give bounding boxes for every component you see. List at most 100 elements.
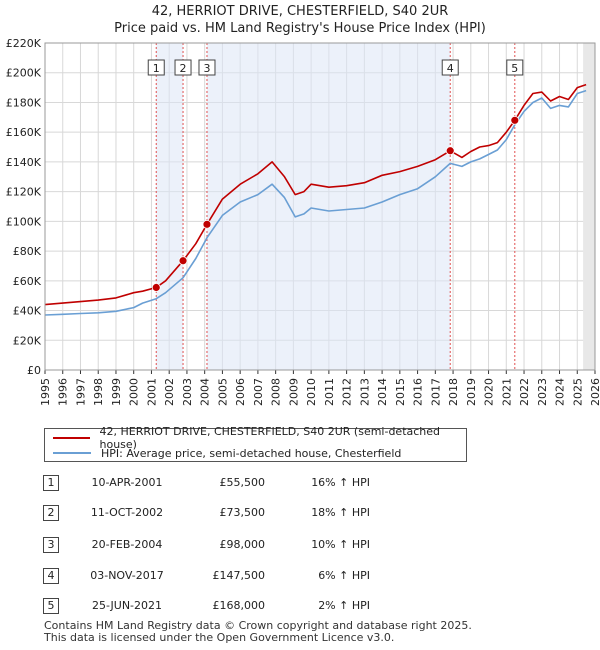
- transaction-hpi-diff: 2% ↑ HPI: [318, 599, 370, 612]
- legend-label-hpi: HPI: Average price, semi-detached house,…: [101, 446, 402, 460]
- price-chart: 1 2 3 4 5 £0 £20K £40K £60K £80K £100K £120K £140K £…: [6, 37, 600, 406]
- transaction-hpi-diff: 10% ↑ HPI: [311, 538, 370, 551]
- x-tick-label: 1996: [57, 378, 70, 406]
- legend-label-property: 42, HERRIOT DRIVE, CHESTERFIELD, S40 2UR…: [99, 425, 441, 451]
- x-tick-label: 2004: [199, 378, 212, 406]
- sale-number-label: 2: [180, 62, 187, 75]
- x-tick-label: 2005: [216, 378, 229, 406]
- y-tick-label: £180K: [6, 96, 42, 109]
- x-tick-label: 1999: [110, 378, 123, 406]
- x-tick-label: 2007: [252, 378, 265, 406]
- x-tick-label: 1997: [74, 378, 87, 406]
- transaction-number: 1: [43, 475, 59, 491]
- y-tick-label: £200K: [6, 67, 42, 80]
- transaction-date: 25-JUN-2021: [91, 599, 163, 612]
- sale-period-shade: [206, 43, 451, 370]
- y-tick-label: £100K: [6, 215, 42, 228]
- transaction-number: 3: [43, 537, 59, 553]
- x-tick-label: 2024: [554, 378, 567, 406]
- forecast-shade: [583, 43, 595, 370]
- x-tick-label: 2006: [234, 378, 247, 406]
- sale-number-label: 5: [511, 62, 518, 75]
- y-tick-label: £120K: [6, 186, 42, 199]
- y-tick-label: £0: [27, 364, 41, 377]
- transaction-price: £73,500: [219, 506, 266, 519]
- x-tick-label: 2009: [287, 378, 300, 406]
- y-tick-label: £220K: [6, 37, 42, 50]
- transaction-number: 2: [43, 505, 59, 521]
- sale-number-box: [441, 59, 459, 76]
- x-tick-label: 2008: [270, 378, 283, 406]
- sale-number-box: [174, 59, 192, 76]
- x-tick-label: 2013: [358, 378, 371, 406]
- sale-number-box: [506, 59, 524, 76]
- y-tick-label: £160K: [6, 126, 42, 139]
- footer-copyright: Contains HM Land Registry data © Crown c…: [44, 619, 472, 632]
- x-tick-label: 2015: [394, 378, 407, 406]
- chart-legend: 42, HERRIOT DRIVE, CHESTERFIELD, S40 2UR…: [44, 425, 467, 462]
- hpi-series-line: [44, 89, 587, 316]
- sale-point: [151, 283, 161, 292]
- table-row: 4 03-NOV-2017 £147,500 6% ↑ HPI: [0, 568, 600, 586]
- table-row: 1 10-APR-2001 £55,500 16% ↑ HPI: [0, 475, 600, 493]
- transaction-number: 5: [43, 598, 59, 614]
- transaction-hpi-diff: 18% ↑ HPI: [311, 506, 370, 519]
- x-tick-label: 1998: [92, 378, 105, 406]
- x-tick-label: 2011: [323, 378, 336, 406]
- x-tick-label: 2023: [536, 378, 549, 406]
- transaction-hpi-diff: 6% ↑ HPI: [318, 569, 370, 582]
- x-tick-label: 1995: [39, 378, 52, 406]
- transaction-hpi-diff: 16% ↑ HPI: [311, 476, 370, 489]
- y-tick-label: £40K: [13, 305, 42, 318]
- x-tick-label: 2025: [571, 378, 584, 406]
- x-tick-label: 2010: [305, 378, 318, 406]
- y-tick-label: £20K: [13, 334, 42, 347]
- chart-subtitle: Price paid vs. HM Land Registry's House …: [114, 21, 486, 36]
- x-tick-label: 2022: [518, 378, 531, 406]
- sale-number-label: 3: [203, 62, 210, 75]
- sale-point: [202, 219, 212, 229]
- transaction-number: 4: [43, 568, 59, 584]
- transaction-price: £147,500: [212, 569, 266, 582]
- footer-licence: This data is licensed under the Open Gov…: [44, 631, 395, 644]
- x-tick-label: 2019: [465, 378, 478, 406]
- sale-point: [178, 256, 188, 266]
- transaction-price: £168,000: [212, 599, 266, 612]
- legend-swatch-hpi: [53, 452, 91, 454]
- x-tick-label: 2001: [145, 378, 158, 406]
- transaction-date: 03-NOV-2017: [90, 569, 164, 582]
- x-tick-label: 2016: [412, 378, 425, 406]
- y-tick-label: £60K: [13, 275, 42, 288]
- y-tick-label: £140K: [6, 156, 42, 169]
- table-row: 5 25-JUN-2021 £168,000 2% ↑ HPI: [0, 598, 600, 616]
- x-tick-label: 2012: [341, 378, 354, 406]
- legend-item-hpi: HPI: Average price, semi-detached house,…: [53, 446, 401, 460]
- table-row: 2 11-OCT-2002 £73,500 18% ↑ HPI: [0, 505, 600, 523]
- transaction-price: £55,500: [219, 476, 266, 489]
- x-tick-label: 2003: [181, 378, 194, 406]
- x-tick-label: 2000: [128, 378, 141, 406]
- x-tick-label: 2014: [376, 378, 389, 406]
- x-tick-label: 2018: [447, 378, 460, 406]
- legend-swatch-property: [53, 437, 90, 439]
- sale-number-box: [198, 59, 216, 76]
- transaction-date: 20-FEB-2004: [91, 538, 163, 551]
- transaction-date: 10-APR-2001: [91, 476, 163, 489]
- x-tick-label: 2020: [483, 378, 496, 406]
- x-tick-label: 2026: [589, 378, 600, 406]
- sale-number-label: 1: [153, 62, 160, 75]
- plot-frame: [44, 42, 596, 371]
- legend-item-property: 42, HERRIOT DRIVE, CHESTERFIELD, S40 2UR…: [53, 425, 466, 451]
- sale-point: [445, 146, 455, 156]
- table-row: 3 20-FEB-2004 £98,000 10% ↑ HPI: [0, 537, 600, 555]
- sale-number-box: [147, 59, 165, 76]
- x-tick-label: 2002: [163, 378, 176, 406]
- x-tick-label: 2021: [500, 378, 513, 406]
- transaction-price: £98,000: [219, 538, 266, 551]
- transaction-date: 11-OCT-2002: [90, 506, 164, 519]
- sale-point: [510, 115, 520, 125]
- y-tick-label: £80K: [13, 245, 42, 258]
- chart-title: 42, HERRIOT DRIVE, CHESTERFIELD, S40 2UR: [151, 4, 449, 19]
- sale-number-label: 4: [447, 62, 454, 75]
- sale-period-shade: [156, 43, 184, 370]
